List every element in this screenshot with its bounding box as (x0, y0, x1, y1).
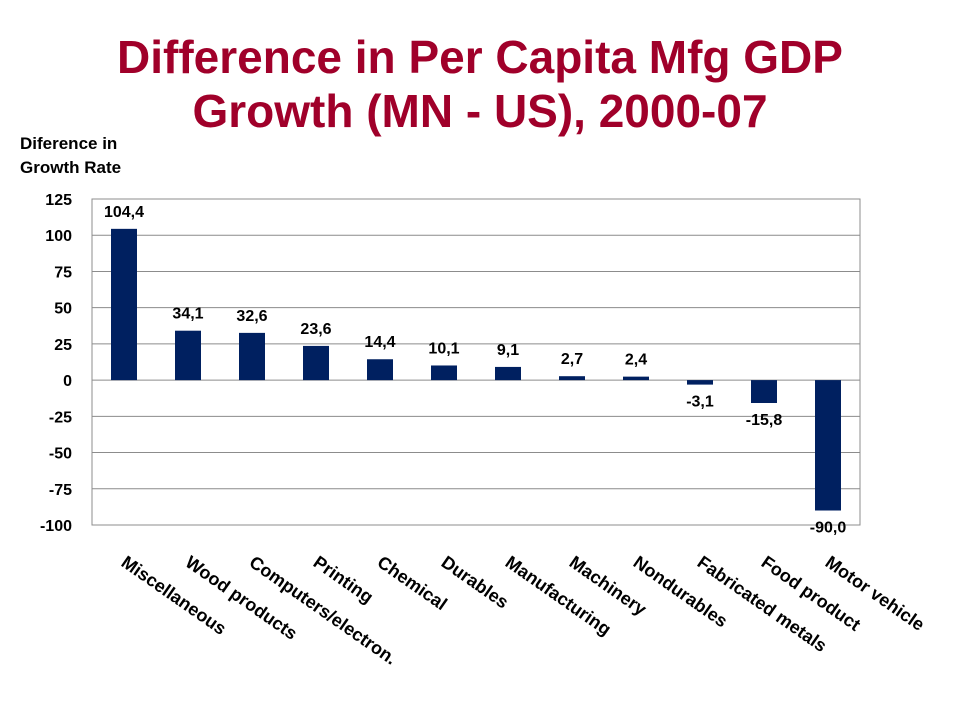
bar (431, 365, 457, 381)
data-label: 2,7 (561, 351, 583, 368)
data-label: 104,4 (104, 204, 144, 221)
y-tick-label: -25 (49, 409, 72, 426)
bar (751, 380, 777, 404)
bar (111, 228, 137, 381)
category-label: Durables (438, 552, 513, 613)
bar (623, 376, 649, 381)
data-label: 10,1 (428, 340, 459, 357)
y-tick-label: -100 (40, 518, 72, 535)
bar (175, 330, 201, 381)
category-label: Manufacturing (502, 552, 615, 640)
y-tick-label: 75 (54, 264, 72, 281)
bar (239, 332, 265, 381)
y-axis-label: Diference in Growth Rate (20, 132, 121, 180)
bar (495, 366, 521, 381)
bar (559, 376, 585, 381)
plot-area-border (91, 198, 861, 526)
bar (815, 380, 841, 511)
data-label: 14,4 (364, 334, 395, 351)
category-label: Chemical (374, 552, 451, 614)
data-label: -90,0 (810, 520, 847, 537)
data-label: 32,6 (236, 308, 267, 325)
bar (367, 359, 393, 381)
bar (687, 380, 713, 385)
data-label: 34,1 (172, 306, 203, 323)
data-label: -3,1 (686, 394, 714, 411)
data-label: 2,4 (625, 352, 647, 369)
y-tick-label: 50 (54, 301, 72, 318)
category-label: Wood products (182, 552, 301, 644)
y-tick-label: 100 (45, 228, 72, 245)
data-label: 23,6 (300, 321, 331, 338)
chart-title: Difference in Per Capita Mfg GDP Growth … (0, 30, 960, 138)
y-tick-label: 125 (45, 192, 72, 209)
data-label: -15,8 (746, 412, 783, 429)
y-tick-label: -75 (49, 482, 72, 499)
y-tick-label: -50 (49, 446, 72, 463)
y-tick-label: 0 (63, 373, 72, 390)
data-label: 9,1 (497, 342, 519, 359)
y-tick-label: 25 (54, 337, 72, 354)
bar (303, 345, 329, 381)
chart-title-line-1: Difference in Per Capita Mfg GDP (117, 31, 843, 83)
chart-title-line-2: Growth (MN - US), 2000-07 (192, 85, 768, 137)
y-axis-label-line-2: Growth Rate (20, 158, 122, 177)
y-axis-label-line-1: Diference in (20, 134, 118, 153)
